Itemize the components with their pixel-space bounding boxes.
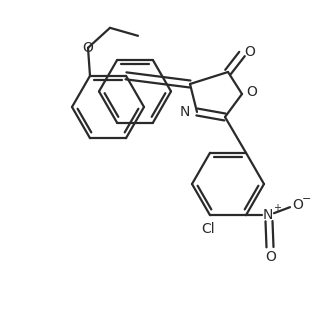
Text: Cl: Cl — [201, 222, 215, 236]
Text: O: O — [244, 45, 255, 59]
Text: O: O — [266, 250, 276, 264]
Text: N: N — [180, 105, 190, 119]
Text: O: O — [83, 41, 93, 55]
Text: N: N — [263, 208, 273, 222]
Text: O: O — [292, 198, 303, 212]
Text: −: − — [302, 194, 312, 204]
Text: +: + — [273, 203, 281, 213]
Text: O: O — [247, 85, 257, 99]
